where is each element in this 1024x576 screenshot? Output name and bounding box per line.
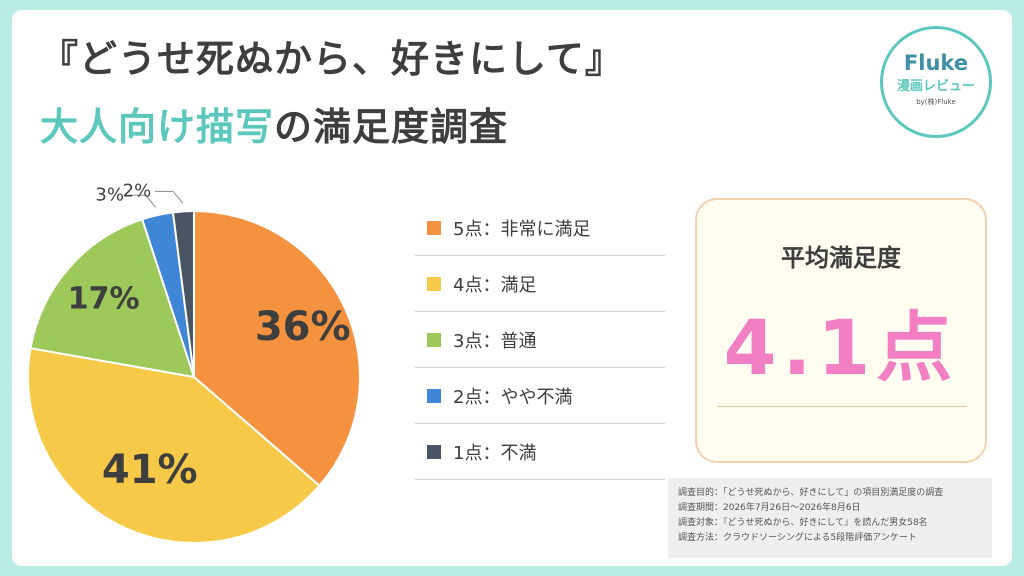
logo-brand: Fluke <box>903 51 969 75</box>
pie-label-1: 2% <box>122 180 152 202</box>
subtitle-rest: の満足度調査 <box>274 105 509 149</box>
legend-swatch <box>427 388 441 403</box>
legend-label: 4点：満足 <box>453 274 537 296</box>
average-satisfaction-box: 平均満足度 4.1点 <box>695 198 987 463</box>
pie-label-5: 36% <box>254 304 351 351</box>
legend-label: 2点：やや不満 <box>453 386 573 408</box>
legend-swatch <box>427 276 441 291</box>
legend-item-5: 5点：非常に満足 <box>415 200 665 256</box>
pie-chart-svg <box>27 190 361 544</box>
subtitle-highlight: 大人向け描写 <box>40 105 275 149</box>
pie-leader-1 <box>154 190 184 204</box>
legend-item-1: 1点：不満 <box>415 424 665 480</box>
chart-legend: 5点：非常に満足 4点：満足 3点：普通 2点：やや不満 1点：不満 <box>415 200 665 480</box>
pie-chart: 36% 41% 17% 3% 2% <box>0 0 440 576</box>
pie-slice-4 <box>27 347 321 544</box>
pie-slice-3 <box>29 218 196 379</box>
average-label: 平均満足度 <box>781 244 901 272</box>
pie-label-3: 17% <box>67 281 140 317</box>
legend-label: 5点：非常に満足 <box>453 218 591 240</box>
pie-label-2: 3% <box>95 184 124 206</box>
note-method: 調査方法：クラウドソーシングによる5段階評価アンケート <box>678 533 917 543</box>
legend-label: 1点：不満 <box>453 442 537 464</box>
page-subtitle: 大人向け描写の満足度調査 <box>40 96 508 151</box>
legend-swatch <box>427 332 441 347</box>
page-title: 『どうせ死ぬから、好きにして』 <box>40 37 624 81</box>
pie-leader-2 <box>127 194 157 208</box>
average-value: 4.1点 <box>723 303 959 392</box>
pie-slice-5 <box>193 209 361 488</box>
legend-swatch <box>427 220 441 235</box>
legend-item-2: 2点：やや不満 <box>415 368 665 424</box>
survey-notes: 調査目的：「どうせ死ぬから、好きにして」の項目別満足度の調査 調査期間：2026… <box>668 478 992 558</box>
legend-item-3: 3点：普通 <box>415 312 665 368</box>
note-target: 調査対象：『どうせ死ぬから、好きにして』を読んだ男女58名 <box>678 518 928 528</box>
fluke-logo: Fluke 漫画レビュー by(株)Fluke <box>880 26 992 138</box>
note-purpose: 調査目的：「どうせ死ぬから、好きにして」の項目別満足度の調査 <box>678 488 944 498</box>
average-underline <box>717 406 967 407</box>
legend-swatch <box>427 444 441 459</box>
note-period: 調査期間：2026年7月26日〜2026年8月6日 <box>678 503 861 513</box>
logo-by: by(株)Fluke <box>916 98 956 106</box>
pie-label-4: 41% <box>101 446 198 493</box>
logo-sub: 漫画レビュー <box>896 79 975 94</box>
legend-item-4: 4点：満足 <box>415 256 665 312</box>
pie-slice-1 <box>171 209 195 378</box>
legend-label: 3点：普通 <box>453 330 537 352</box>
